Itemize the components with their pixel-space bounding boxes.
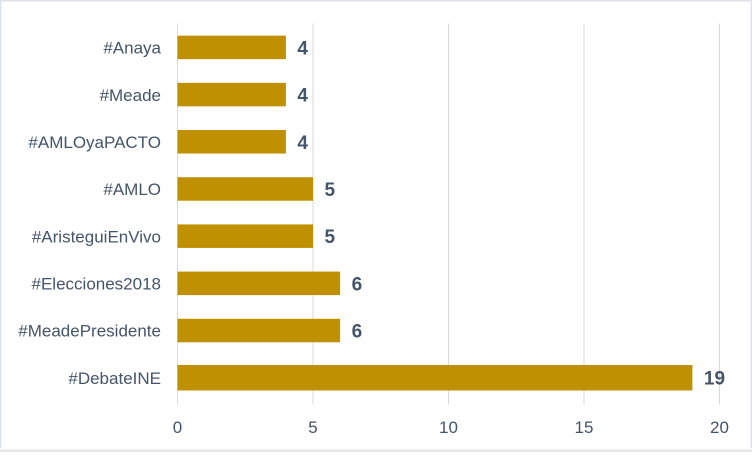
svg-text:10: 10 <box>439 418 458 437</box>
svg-text:#AMLO: #AMLO <box>103 180 161 199</box>
svg-text:0: 0 <box>173 418 182 437</box>
svg-text:#AristeguiEnVivo: #AristeguiEnVivo <box>32 227 161 246</box>
svg-text:5: 5 <box>325 227 336 248</box>
svg-text:4: 4 <box>297 86 308 107</box>
svg-text:15: 15 <box>575 418 594 437</box>
svg-text:#Elecciones2018: #Elecciones2018 <box>32 275 161 294</box>
svg-text:5: 5 <box>308 418 317 437</box>
svg-text:#Anaya: #Anaya <box>103 39 161 58</box>
svg-text:4: 4 <box>297 38 308 59</box>
svg-text:6: 6 <box>352 274 363 295</box>
svg-text:#AMLOyaPACTO: #AMLOyaPACTO <box>28 133 161 152</box>
svg-text:4: 4 <box>297 133 308 154</box>
svg-text:#DebateINE: #DebateINE <box>68 369 161 388</box>
svg-text:20: 20 <box>710 418 729 437</box>
svg-text:19: 19 <box>704 369 725 390</box>
svg-text:6: 6 <box>352 322 363 343</box>
svg-text:#Meade: #Meade <box>100 86 161 105</box>
svg-text:#MeadePresidente: #MeadePresidente <box>18 322 161 341</box>
svg-text:5: 5 <box>325 180 336 201</box>
